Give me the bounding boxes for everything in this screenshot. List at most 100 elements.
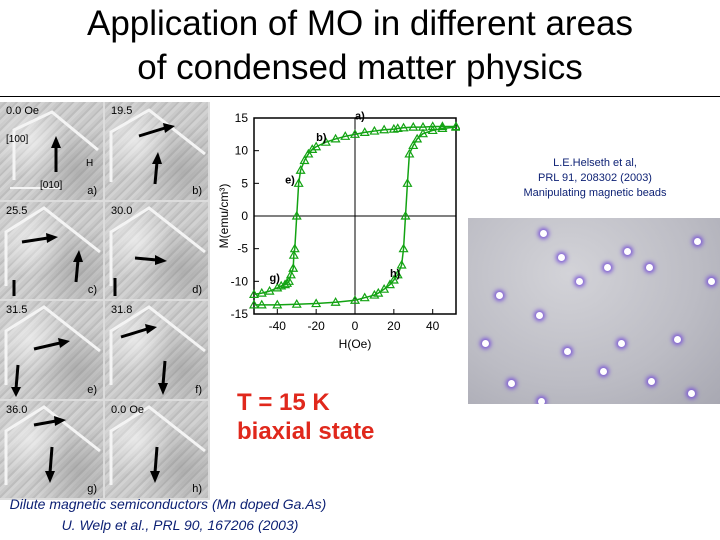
x-axis-label: H(Oe) — [339, 337, 372, 351]
field-label: 36.0 — [6, 403, 28, 416]
micrograph-g: 36.0 g) — [0, 400, 103, 498]
data-point — [417, 128, 429, 138]
data-point — [400, 210, 411, 220]
magnetic-beads-image — [468, 218, 720, 404]
data-point — [307, 144, 318, 153]
data-point — [398, 122, 409, 132]
data-point — [295, 165, 306, 174]
hysteresis-chart: 15 10 5 0 -5 -10 -15 -40 -20 0 20 40 H(Oe) M(emu/cm³)… — [217, 110, 460, 351]
data-point — [248, 289, 260, 298]
magnetic-bead — [708, 278, 715, 285]
dms-caption-line1: Dilute magnetic semiconductors (Mn doped… — [9, 496, 327, 512]
micrograph-h: 0.0 Oe h) — [105, 400, 208, 498]
curve-annotation: g) — [270, 272, 281, 284]
micrograph-f: 31.8 f) — [105, 301, 208, 399]
magnetic-bead — [536, 312, 543, 319]
data-point — [450, 121, 460, 131]
data-point — [303, 148, 314, 158]
data-point — [340, 131, 351, 140]
y-tick-label: 10 — [235, 144, 249, 158]
data-point — [330, 133, 341, 143]
data-point — [396, 259, 407, 269]
magnetic-bead — [482, 340, 489, 347]
data-point — [427, 121, 438, 131]
data-point — [349, 295, 361, 304]
slide-title: Application of MO in different areas of … — [0, 2, 720, 90]
magnetic-bead — [600, 368, 607, 375]
panel-letter: b) — [192, 184, 202, 197]
y-tick-label: -5 — [237, 242, 248, 256]
data-point — [248, 299, 260, 309]
data-point — [281, 278, 293, 287]
magnetic-bead — [604, 264, 611, 271]
data-point — [320, 136, 331, 146]
data-point — [427, 125, 438, 135]
y-tick-label: 15 — [235, 111, 249, 125]
panel-letter: e) — [87, 383, 97, 396]
data-point — [359, 127, 370, 136]
curve-annotation: h) — [390, 268, 401, 280]
data-point — [272, 299, 283, 309]
x-tick-label: 0 — [352, 319, 359, 333]
magnetic-bead — [540, 230, 547, 237]
data-point — [398, 243, 409, 253]
field-label: 0.0 Oe — [111, 403, 145, 416]
data-point — [388, 274, 399, 284]
micrograph-grid: 0.0 Oe [100] H [010] a) 19.5 b) 25.5 c) … — [0, 102, 210, 500]
data-point — [384, 279, 395, 289]
micrograph-a: 0.0 Oe [100] H [010] a) — [0, 102, 103, 200]
data-point — [408, 140, 419, 150]
data-point — [379, 124, 390, 134]
x-tick-label: -40 — [269, 319, 287, 333]
field-label: 0.0 Oe — [6, 105, 40, 117]
magnetic-bead — [576, 278, 583, 285]
magnetic-bead — [496, 292, 503, 299]
field-label: 25.5 — [6, 204, 28, 217]
data-point — [330, 297, 341, 306]
magnetic-bead — [564, 348, 571, 355]
magnetic-bead — [694, 238, 701, 245]
data-point — [311, 141, 322, 151]
field-direction-label: H — [86, 158, 94, 169]
condition-label: T = 15 K biaxial state — [237, 388, 374, 446]
data-point — [311, 298, 322, 308]
title-divider — [0, 96, 720, 97]
data-point — [264, 285, 275, 295]
x-tick-label: -20 — [307, 319, 325, 333]
y-tick-label: 0 — [241, 209, 248, 223]
series-line-ascending — [254, 126, 457, 306]
curve-annotation: b) — [316, 132, 327, 144]
micrograph-b: 19.5 b) — [105, 102, 208, 200]
data-point — [299, 155, 310, 165]
field-label: 31.5 — [6, 304, 28, 316]
x-tick-label: 40 — [426, 319, 440, 333]
data-point — [276, 280, 287, 290]
dms-caption-line2: U. Welp et al., PRL 90, 167206 (2003) — [61, 517, 299, 533]
magnetic-bead — [558, 254, 565, 261]
title-line-1: Application of MO in different areas — [86, 4, 634, 43]
beads-caption-line1: L.E.Helseth et al, — [553, 157, 637, 169]
data-point — [369, 289, 380, 299]
dms-caption: Dilute magnetic semiconductors (Mn doped… — [0, 494, 360, 536]
data-point — [392, 269, 403, 279]
data-point — [359, 292, 370, 302]
data-point — [288, 263, 299, 272]
y-axis-label: M(emu/cm³) — [217, 184, 231, 249]
y-tick-label: 5 — [241, 176, 248, 190]
magnetic-bead — [648, 378, 655, 385]
field-label: 31.8 — [111, 304, 133, 316]
panel-letter: a) — [87, 184, 97, 197]
magnetic-bead — [538, 398, 545, 404]
data-point — [293, 178, 304, 187]
field-label: 30.0 — [111, 204, 133, 217]
data-point — [283, 276, 294, 285]
temperature-label: T = 15 K — [237, 389, 330, 416]
data-point — [349, 129, 361, 138]
direction-label-010: [010] — [40, 180, 63, 191]
magnetic-bead — [508, 380, 515, 387]
data-point — [388, 123, 399, 133]
y-tick-label: -10 — [231, 274, 249, 288]
data-point — [369, 125, 380, 135]
curve-annotation: e) — [285, 174, 295, 186]
beads-caption: L.E.Helseth et al, PRL 91, 208302 (2003)… — [470, 156, 720, 201]
